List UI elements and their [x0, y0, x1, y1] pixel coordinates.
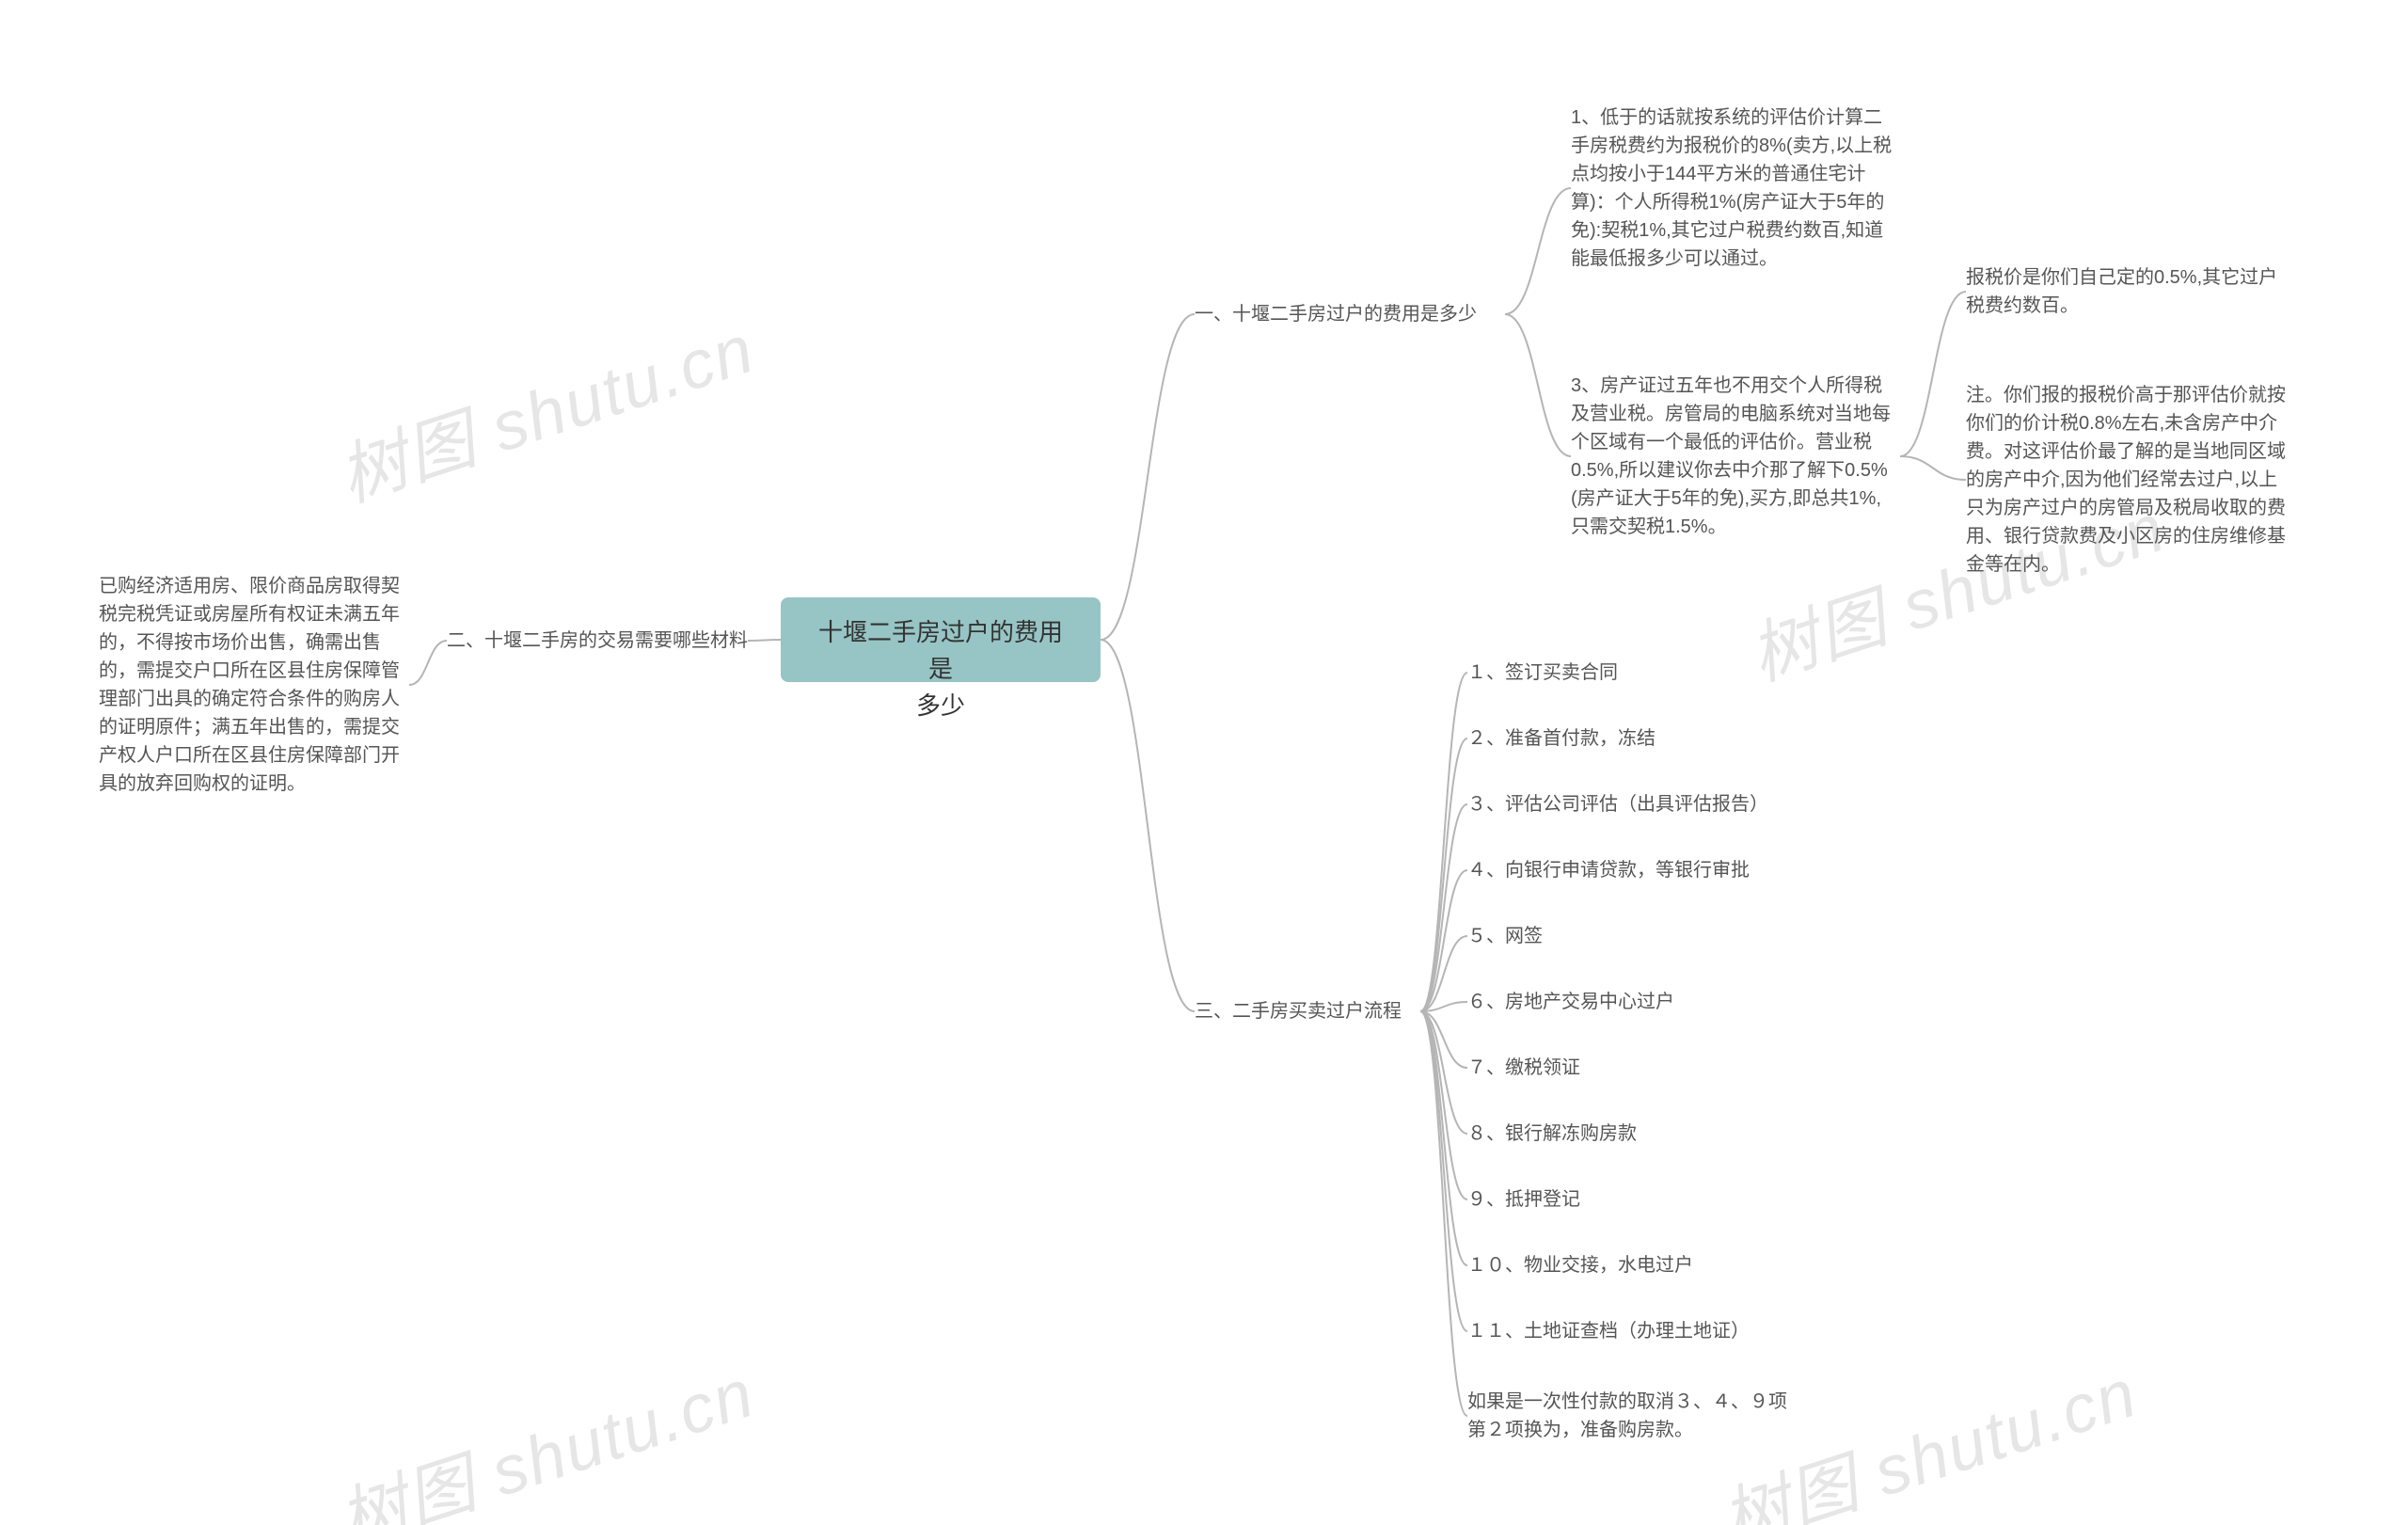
- branch-3-step-8[interactable]: ８、银行解冻购房款: [1467, 1120, 1731, 1148]
- mindmap-canvas: 树图 shutu.cn 树图 shutu.cn 树图 shutu.cn 树图 s…: [0, 0, 2408, 1525]
- branch-3-step-4[interactable]: ４、向银行申请贷款，等银行审批: [1467, 856, 1768, 884]
- branch-3-step-2[interactable]: ２、准备首付款，冻结: [1467, 724, 1731, 753]
- branch-2-item-1[interactable]: 已购经济适用房、限价商品房取得契税完税凭证或房屋所有权证未满五年的，不得按市场价…: [99, 572, 409, 798]
- root-line2: 多少: [916, 691, 965, 720]
- branch-3-step-7[interactable]: ７、缴税领证: [1467, 1054, 1731, 1082]
- branch-1-item-3-sub-1[interactable]: 报税价是你们自己定的0.5%,其它过户税费约数百。: [1966, 263, 2286, 320]
- branch-1-label[interactable]: 一、十堰二手房过户的费用是多少: [1195, 300, 1505, 328]
- branch-3-step-10[interactable]: １０、物业交接，水电过户: [1467, 1251, 1750, 1279]
- branch-3-label[interactable]: 三、二手房买卖过户流程: [1195, 997, 1420, 1025]
- branch-3-step-3[interactable]: ３、评估公司评估（出具评估报告）: [1467, 790, 1768, 818]
- branch-3-step-1[interactable]: １、签订买卖合同: [1467, 659, 1731, 687]
- branch-1-item-1[interactable]: 1、低于的话就按系统的评估价计算二手房税费约为报税价的8%(卖方,以上税点均按小…: [1571, 103, 1900, 273]
- branch-3-step-5[interactable]: ５、网签: [1467, 922, 1731, 950]
- branch-3-step-12[interactable]: 如果是一次性付款的取消３、４、９项第２项换为，准备购房款。: [1467, 1388, 1787, 1444]
- branch-3-step-9[interactable]: ９、抵押登记: [1467, 1185, 1731, 1214]
- branch-2-label[interactable]: 二、十堰二手房的交易需要哪些材料: [447, 627, 748, 655]
- branch-3-step-11[interactable]: １１、土地证查档（办理土地证）: [1467, 1317, 1768, 1345]
- branch-3-step-6[interactable]: ６、房地产交易中心过户: [1467, 988, 1731, 1016]
- branch-1-item-3[interactable]: 3、房产证过五年也不用交个人所得税及营业税。房管局的电脑系统对当地每个区域有一个…: [1571, 372, 1900, 541]
- root-node[interactable]: 十堰二手房过户的费用是 多少: [781, 597, 1101, 682]
- root-line1: 十堰二手房过户的费用是: [818, 618, 1063, 683]
- branch-1-item-3-sub-2[interactable]: 注。你们报的报税价高于那评估价就按你们的价计税0.8%左右,未含房产中介费。对这…: [1966, 381, 2295, 579]
